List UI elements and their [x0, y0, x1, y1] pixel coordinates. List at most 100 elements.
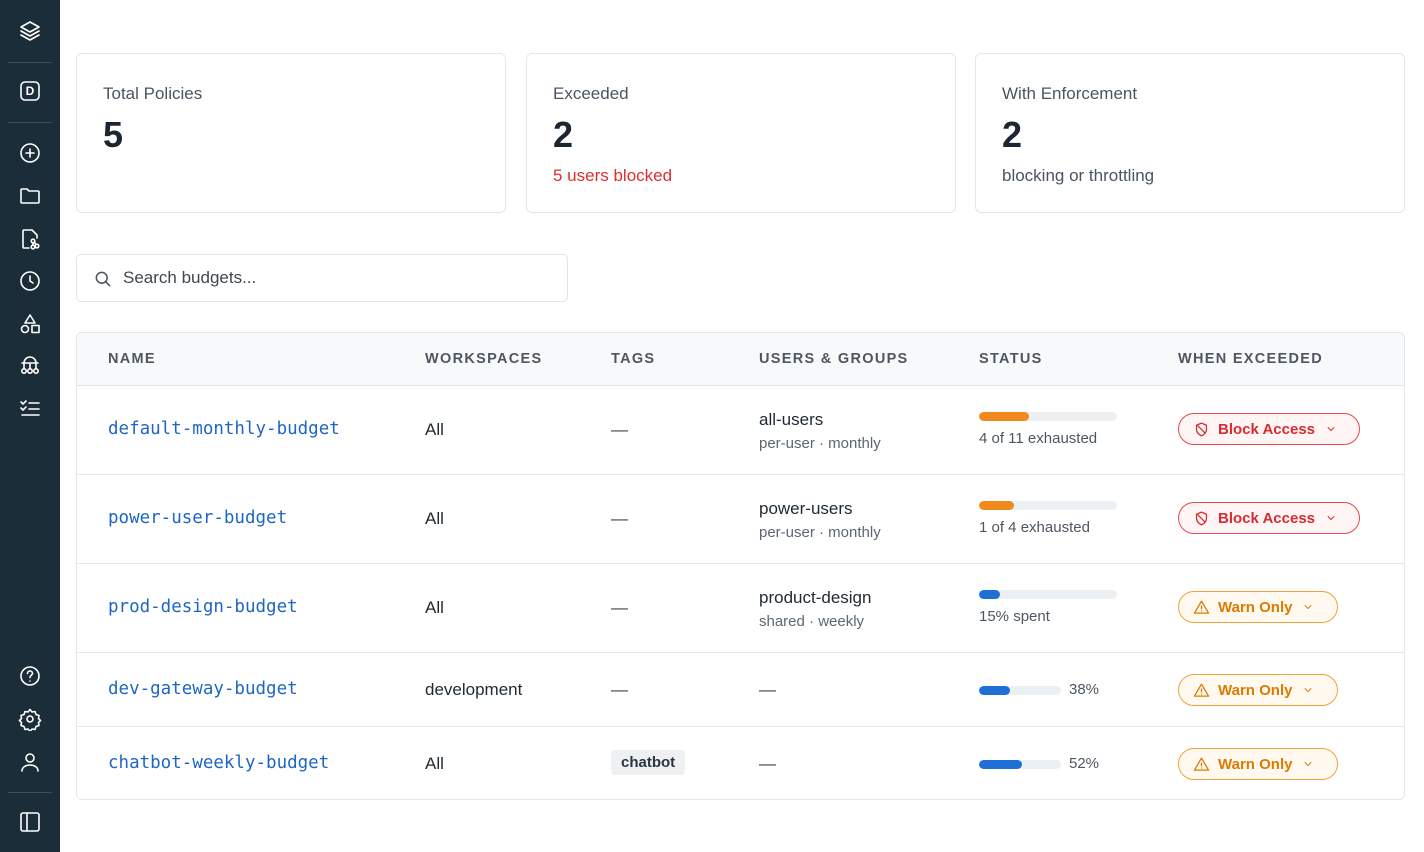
- action-label: Warn Only: [1218, 681, 1293, 699]
- tags-cell: —: [611, 598, 628, 617]
- status-progress-bar: [979, 501, 1117, 510]
- sidebar-divider: [8, 62, 52, 63]
- search-icon: [95, 271, 111, 287]
- header-status[interactable]: STATUS: [979, 351, 1043, 367]
- card-value: 2: [553, 114, 574, 155]
- budget-name-link[interactable]: dev-gateway-budget: [108, 679, 298, 699]
- workspaces-cell: All: [425, 598, 444, 617]
- status-text: 52%: [1069, 755, 1100, 772]
- enforcement-card: With Enforcement 2 blocking or throttlin…: [975, 53, 1405, 213]
- clock-icon[interactable]: [16, 267, 44, 295]
- budget-name-link[interactable]: prod-design-budget: [108, 597, 298, 617]
- sidebar: D: [0, 0, 60, 852]
- tags-cell: —: [611, 680, 628, 699]
- search-box: [76, 254, 568, 302]
- progress-fill: [979, 412, 1029, 421]
- progress-fill: [979, 686, 1011, 695]
- warn-only-dropdown[interactable]: Warn Only: [1178, 748, 1338, 780]
- tags-cell: —: [611, 420, 628, 439]
- table-row[interactable]: dev-gateway-budget development — — 38% W…: [77, 653, 1404, 727]
- action-label: Warn Only: [1218, 598, 1293, 616]
- status-progress-bar: [979, 760, 1061, 769]
- sidebar-divider: [8, 122, 52, 123]
- workspace-badge-letter: D: [25, 84, 35, 98]
- table-row[interactable]: power-user-budget All — power-users per-…: [77, 475, 1404, 564]
- status-progress-bar: [979, 412, 1117, 421]
- panel-toggle-icon[interactable]: [16, 808, 44, 836]
- shapes-icon[interactable]: [16, 310, 44, 338]
- status-text: 15% spent: [979, 608, 1050, 625]
- card-label: Exceeded: [553, 84, 629, 103]
- budget-name-link[interactable]: chatbot-weekly-budget: [108, 753, 330, 773]
- progress-fill: [979, 501, 1014, 510]
- chevron-down-icon: [1327, 427, 1335, 431]
- workspaces-cell: All: [425, 420, 444, 439]
- header-users-groups[interactable]: USERS & GROUPS: [759, 351, 909, 367]
- tag-chip[interactable]: chatbot: [611, 750, 686, 775]
- header-when-exceeded[interactable]: WHEN EXCEEDED: [1178, 351, 1323, 367]
- exceeded-card: Exceeded 2 5 users blocked: [526, 53, 956, 213]
- card-subtext: 5 users blocked: [553, 166, 673, 185]
- users-groups-scope: per-user · monthly: [759, 435, 881, 452]
- chevron-down-icon: [1305, 688, 1312, 692]
- users-groups-name: product-design: [759, 588, 872, 607]
- card-label: With Enforcement: [1002, 84, 1138, 103]
- header-name[interactable]: NAME: [108, 351, 156, 367]
- block-access-dropdown[interactable]: Block Access: [1178, 502, 1360, 534]
- status-text: 38%: [1069, 681, 1100, 698]
- shield-off-icon: [1195, 510, 1208, 526]
- table-row[interactable]: default-monthly-budget All — all-users p…: [77, 386, 1404, 475]
- action-label: Block Access: [1218, 509, 1316, 527]
- warning-triangle-icon: [1193, 756, 1210, 771]
- total-policies-card: Total Policies 5: [76, 53, 506, 213]
- table-row[interactable]: chatbot-weekly-budget All chatbot — 52% …: [77, 727, 1404, 799]
- warning-triangle-icon: [1193, 599, 1210, 614]
- sidebar-divider: [8, 792, 52, 793]
- status-progress-bar: [979, 590, 1117, 599]
- settings-icon[interactable]: [16, 705, 44, 733]
- search-input[interactable]: [123, 263, 553, 293]
- budget-name-link[interactable]: power-user-budget: [108, 508, 288, 528]
- workspaces-cell: All: [425, 754, 444, 773]
- shield-off-icon: [1195, 421, 1208, 437]
- status-progress-bar: [979, 686, 1061, 695]
- card-value: 5: [103, 114, 124, 155]
- file-branch-icon[interactable]: [16, 225, 44, 253]
- table-header: NAME WORKSPACES TAGS USERS & GROUPS STAT…: [77, 333, 1404, 386]
- workspace-badge-icon[interactable]: D: [16, 77, 44, 105]
- card-label: Total Policies: [103, 84, 203, 103]
- layers-icon[interactable]: [16, 17, 44, 45]
- progress-fill: [979, 590, 1000, 599]
- tags-cell: chatbot: [611, 750, 686, 775]
- progress-fill: [979, 760, 1022, 769]
- warning-triangle-icon: [1193, 682, 1210, 697]
- users-groups-name: power-users: [759, 499, 853, 518]
- chevron-down-icon: [1305, 762, 1312, 766]
- action-label: Warn Only: [1218, 755, 1293, 773]
- card-subtext: blocking or throttling: [1002, 166, 1155, 185]
- budget-name-link[interactable]: default-monthly-budget: [108, 419, 340, 439]
- status-text: 1 of 4 exhausted: [979, 519, 1090, 536]
- header-workspaces[interactable]: WORKSPACES: [425, 351, 543, 367]
- users-groups-cell: —: [759, 680, 776, 699]
- users-groups-scope: shared · weekly: [759, 613, 865, 630]
- block-access-dropdown[interactable]: Block Access: [1178, 413, 1360, 445]
- help-icon[interactable]: [16, 662, 44, 690]
- status-text: 4 of 11 exhausted: [979, 430, 1098, 447]
- checklist-icon[interactable]: [16, 394, 44, 422]
- header-tags[interactable]: TAGS: [611, 351, 656, 367]
- card-value: 2: [1002, 114, 1023, 155]
- users-groups-cell: —: [759, 754, 776, 773]
- hierarchy-icon[interactable]: [16, 352, 44, 380]
- warn-only-dropdown[interactable]: Warn Only: [1178, 674, 1338, 706]
- folder-icon[interactable]: [16, 182, 44, 210]
- chevron-down-icon: [1327, 516, 1335, 520]
- chevron-down-icon: [1305, 605, 1312, 609]
- action-label: Block Access: [1218, 420, 1316, 438]
- plus-circle-icon[interactable]: [16, 139, 44, 167]
- tags-cell: —: [611, 509, 628, 528]
- warn-only-dropdown[interactable]: Warn Only: [1178, 591, 1338, 623]
- budgets-table: NAME WORKSPACES TAGS USERS & GROUPS STAT…: [76, 332, 1405, 800]
- user-icon[interactable]: [16, 748, 44, 776]
- table-row[interactable]: prod-design-budget All — product-design …: [77, 564, 1404, 653]
